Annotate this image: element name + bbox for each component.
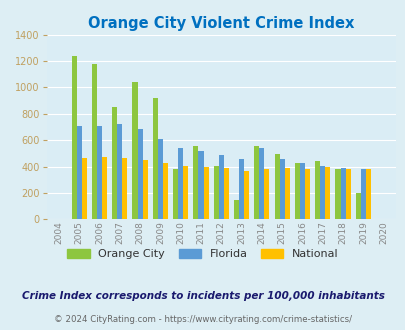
Bar [233, 200, 239, 219]
Bar [213, 166, 218, 219]
Bar [254, 146, 259, 219]
Bar [320, 166, 324, 219]
Bar [274, 154, 279, 219]
Bar [264, 169, 269, 219]
Bar [102, 157, 107, 219]
Bar [355, 193, 360, 219]
Bar [162, 163, 168, 219]
Bar [335, 169, 340, 219]
Bar [71, 56, 77, 219]
Bar [112, 107, 117, 219]
Bar [92, 64, 97, 219]
Bar [198, 151, 203, 219]
Bar [203, 167, 208, 219]
Bar [193, 146, 198, 219]
Bar [304, 169, 309, 219]
Bar [81, 158, 87, 219]
Bar [340, 168, 345, 219]
Title: Orange City Violent Crime Index: Orange City Violent Crime Index [88, 16, 354, 31]
Bar [97, 126, 102, 219]
Bar [183, 166, 188, 219]
Bar [314, 161, 320, 219]
Bar [142, 160, 147, 219]
Bar [284, 168, 289, 219]
Bar [173, 169, 178, 219]
Bar [365, 169, 370, 219]
Bar [294, 163, 299, 219]
Bar [324, 167, 330, 219]
Bar [223, 168, 228, 219]
Text: Crime Index corresponds to incidents per 100,000 inhabitants: Crime Index corresponds to incidents per… [21, 291, 384, 301]
Bar [279, 159, 284, 219]
Bar [239, 159, 243, 219]
Bar [218, 155, 223, 219]
Bar [259, 148, 264, 219]
Bar [152, 98, 158, 219]
Bar [178, 148, 183, 219]
Bar [360, 169, 365, 219]
Bar [243, 171, 249, 219]
Bar [122, 158, 127, 219]
Bar [158, 139, 162, 219]
Bar [117, 124, 122, 219]
Legend: Orange City, Florida, National: Orange City, Florida, National [63, 244, 342, 263]
Text: © 2024 CityRating.com - https://www.cityrating.com/crime-statistics/: © 2024 CityRating.com - https://www.city… [54, 315, 351, 324]
Bar [345, 169, 350, 219]
Bar [77, 126, 81, 219]
Bar [137, 129, 142, 219]
Bar [299, 163, 304, 219]
Bar [132, 82, 137, 219]
